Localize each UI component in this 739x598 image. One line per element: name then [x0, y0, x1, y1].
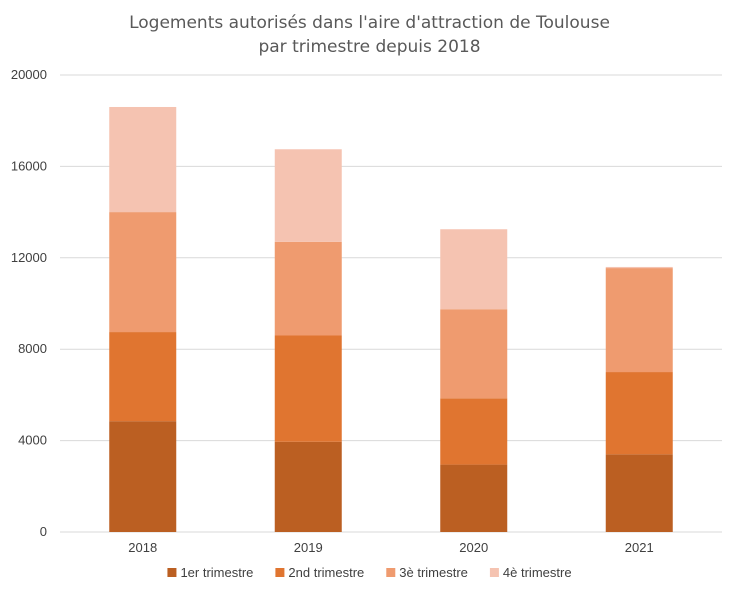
- bar-2020-series-3: [440, 309, 508, 399]
- bar-2019-series-3: [274, 241, 342, 336]
- legend-swatch: [167, 568, 177, 577]
- y-tick-label: 20000: [11, 67, 47, 82]
- chart-title: Logements autorisés dans l'aire d'attrac…: [129, 13, 610, 33]
- chart-subtitle: par trimestre depuis 2018: [258, 37, 480, 57]
- bar-2019-series-1: [274, 441, 342, 532]
- y-tick-label: 0: [40, 524, 47, 539]
- bar-2021-series-1: [605, 454, 673, 532]
- legend-label: 4è trimestre: [503, 565, 572, 580]
- y-tick-label: 16000: [11, 158, 47, 173]
- x-tick-label: 2019: [294, 540, 323, 555]
- y-tick-label: 8000: [18, 341, 47, 356]
- legend-swatch: [489, 568, 499, 577]
- bar-2020-series-2: [440, 398, 508, 465]
- legend: 1er trimestre 2nd trimestre 3è trimestre 4è…: [167, 565, 572, 580]
- bar-2018-series-4: [109, 106, 177, 213]
- bar-2021-series-2: [605, 372, 673, 455]
- legend-item: 3è trimestre: [386, 565, 468, 580]
- x-tick-label: 2021: [625, 540, 654, 555]
- x-tick-label: 2018: [128, 540, 157, 555]
- bar-2020-series-1: [440, 464, 508, 532]
- legend-label: 3è trimestre: [399, 565, 468, 580]
- y-tick-label: 4000: [18, 433, 47, 448]
- bar-2021-series-4: [605, 266, 673, 269]
- bar-2019-series-2: [274, 335, 342, 442]
- bar-2018-series-2: [109, 332, 177, 422]
- legend-label: 1er trimestre: [180, 565, 253, 580]
- legend-item: 2nd trimestre: [275, 565, 364, 580]
- legend-item: 4è trimestre: [489, 565, 572, 580]
- legend-item: 1er trimestre: [167, 565, 253, 580]
- x-tick-label: 2020: [459, 540, 488, 555]
- bar-2018-series-1: [109, 421, 177, 532]
- y-tick-label: 12000: [11, 250, 47, 265]
- legend-swatch: [386, 568, 396, 577]
- legend-label: 2nd trimestre: [288, 565, 364, 580]
- bar-2021-series-3: [605, 268, 673, 373]
- x-axis-ticks: 2018 2019 2020 2021: [128, 540, 653, 555]
- legend-swatch: [275, 568, 285, 577]
- bar-2020-series-4: [440, 229, 508, 310]
- bars: [109, 106, 673, 532]
- bar-2018-series-3: [109, 212, 177, 333]
- y-axis-ticks: 0 4000 8000 12000 16000 20000: [11, 67, 47, 539]
- bar-2019-series-4: [274, 149, 342, 242]
